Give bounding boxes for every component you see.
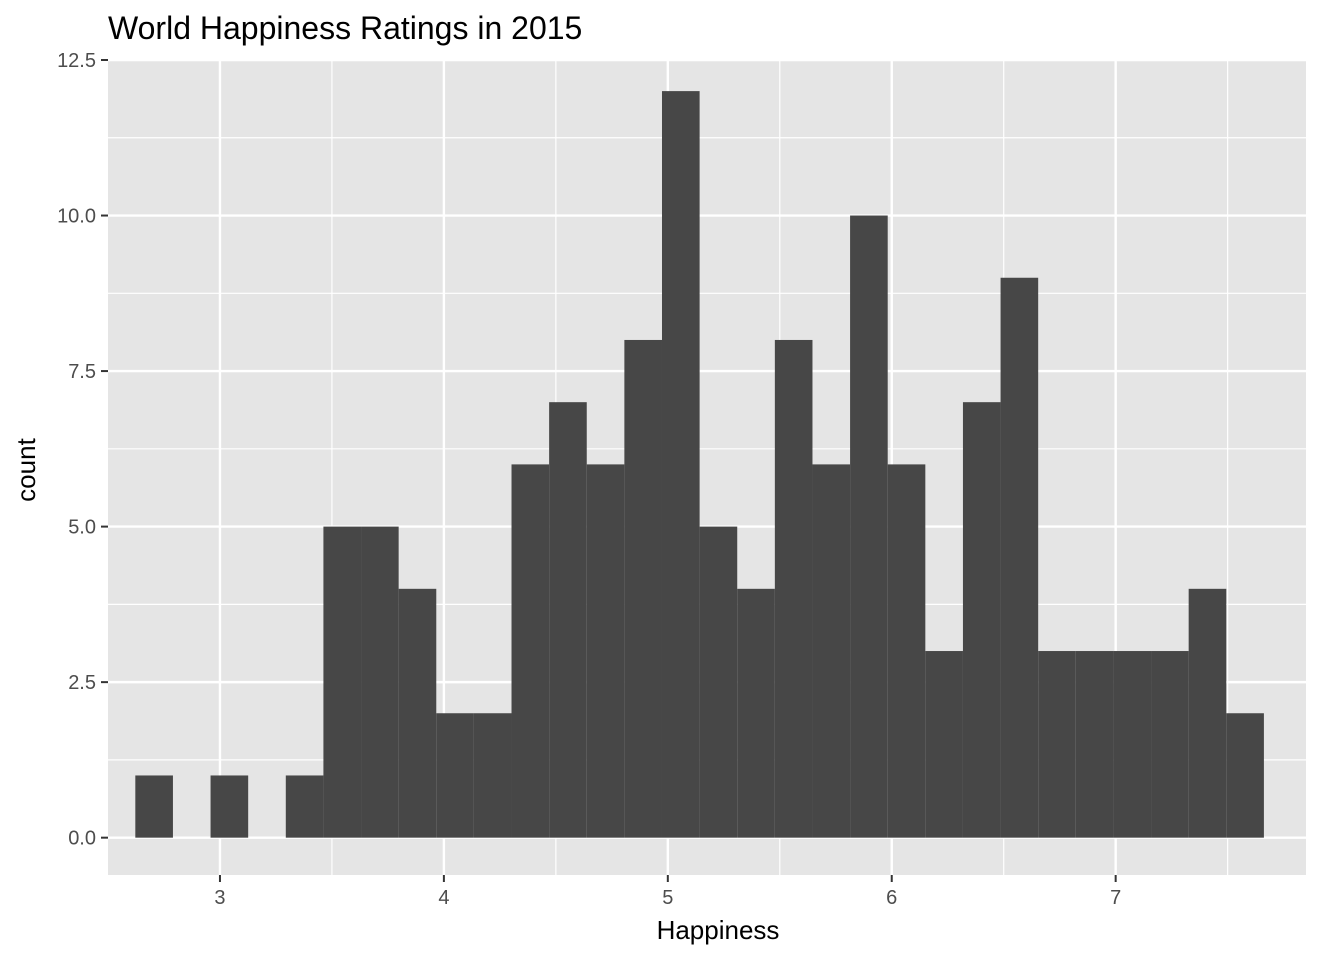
histogram-bar (549, 402, 587, 838)
y-tick-label: 0.0 (68, 828, 96, 850)
histogram-bar (699, 526, 738, 838)
histogram-bar (962, 402, 1001, 838)
histogram-bar (285, 775, 324, 838)
y-tick-label: 7.5 (68, 361, 96, 383)
histogram-bar (398, 588, 437, 838)
histogram-bar (925, 651, 963, 838)
histogram-bar (586, 464, 625, 838)
histogram-bar (737, 588, 775, 838)
y-tick-label: 2.5 (68, 672, 96, 694)
histogram-bar (1038, 651, 1076, 838)
histogram-bar (1188, 588, 1227, 838)
histogram-bar (774, 339, 813, 838)
y-tick-label: 12.5 (57, 50, 96, 72)
histogram-bar (1075, 651, 1114, 838)
histogram-bar (624, 339, 662, 838)
histogram-bar (1151, 651, 1189, 838)
x-tick-label: 7 (1110, 887, 1121, 909)
histogram-bar (1113, 651, 1152, 838)
chart-title: World Happiness Ratings in 2015 (108, 10, 582, 46)
y-axis-title: count (11, 437, 41, 501)
histogram-bar (473, 713, 512, 838)
histogram-bar (1226, 713, 1264, 838)
histogram-bar (135, 775, 173, 838)
histogram-bar (1000, 277, 1039, 838)
histogram-bar (511, 464, 550, 838)
y-tick-label: 5.0 (68, 517, 96, 539)
histogram-bar (210, 775, 249, 838)
histogram-bar (661, 91, 700, 838)
x-tick-label: 3 (214, 887, 225, 909)
histogram-bar (323, 526, 362, 838)
histogram-bar (361, 526, 399, 838)
y-axis: 0.0 2.5 5.0 7.5 10.0 12.5 (57, 50, 108, 850)
x-tick-label: 6 (886, 887, 897, 909)
histogram-bar (812, 464, 851, 838)
histogram-bar (850, 215, 888, 838)
histogram-bars (135, 91, 1264, 838)
histogram-bar (887, 464, 926, 838)
x-axis-title: Happiness (657, 915, 780, 945)
histogram-bar (436, 713, 474, 838)
x-axis: 3 4 5 6 7 (214, 875, 1121, 909)
x-tick-label: 5 (662, 887, 673, 909)
x-tick-label: 4 (438, 887, 449, 909)
y-tick-label: 10.0 (57, 206, 96, 228)
